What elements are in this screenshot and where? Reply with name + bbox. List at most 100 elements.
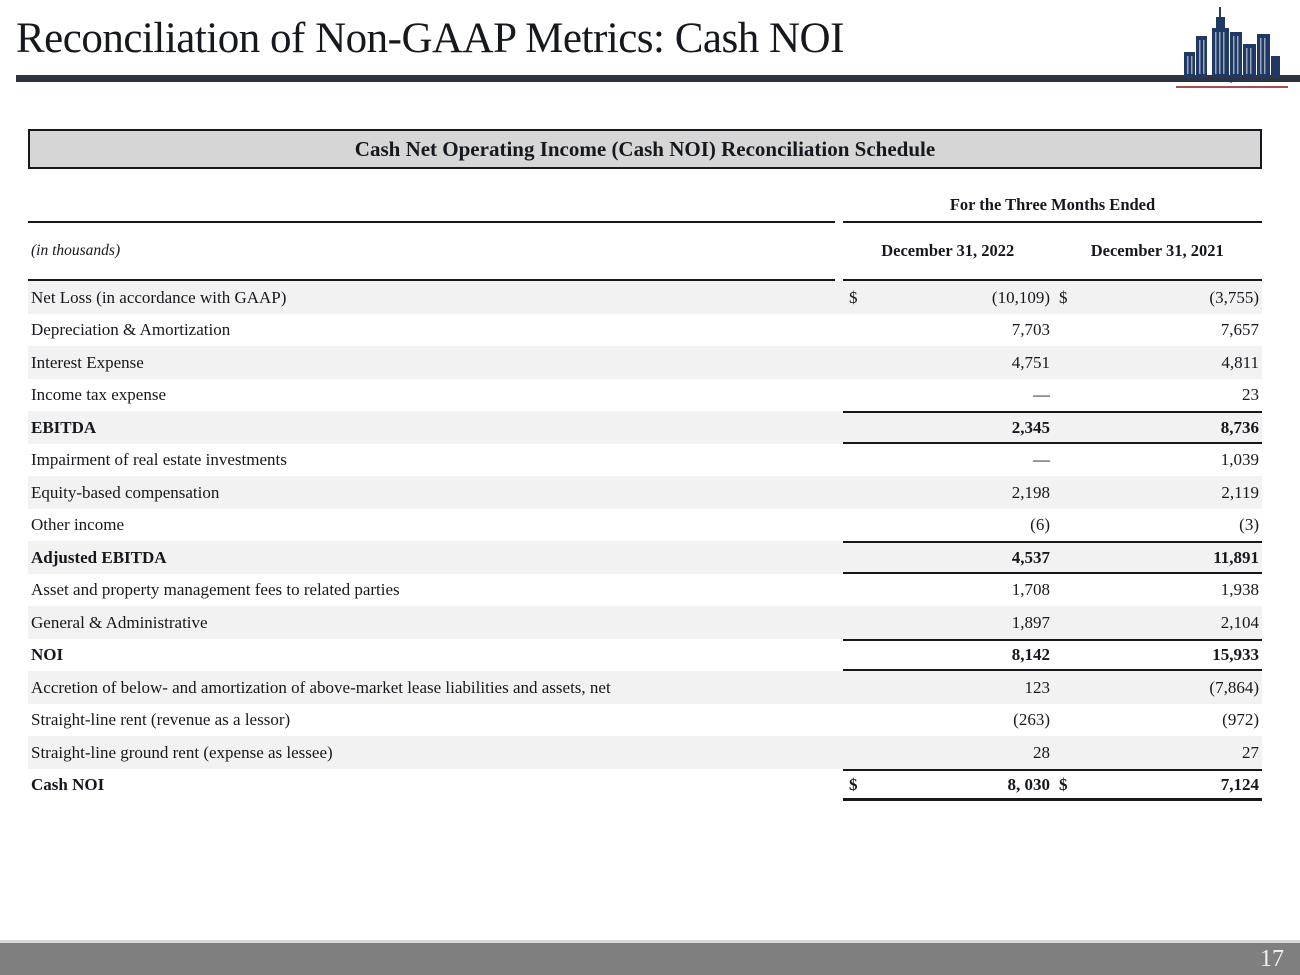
table-row: Adjusted EBITDA 4,537 11,891 — [28, 541, 1262, 574]
value-cell-2021: (7,864) — [1053, 671, 1262, 704]
value-2022: 1,708 — [1011, 580, 1050, 600]
value-cell-2022: 4,751 — [843, 346, 1053, 379]
value-2021: 1,039 — [1220, 450, 1259, 470]
value-cell-2021: $ 7,124 — [1053, 771, 1262, 799]
value-cell-2021: 2,119 — [1053, 476, 1262, 509]
value-cell-2021: 7,657 — [1053, 314, 1262, 347]
schedule-title-banner: Cash Net Operating Income (Cash NOI) Rec… — [28, 129, 1262, 170]
column-header-2022: December 31, 2022 — [881, 241, 1015, 261]
period-header-row: For the Three Months Ended — [28, 193, 1262, 224]
row-values: $ 8, 030 $ 7,124 — [843, 768, 1262, 802]
value-2022: 4,751 — [1011, 352, 1050, 372]
value-cell-2022: 8,142 — [843, 641, 1053, 670]
value-cell-2022: 1,708 — [843, 574, 1053, 607]
value-2022: 4,537 — [1011, 547, 1050, 567]
row-label: NOI — [31, 645, 64, 665]
value-2021: 27 — [1242, 742, 1259, 762]
row-values: 28 27 — [843, 736, 1262, 769]
value-cell-2021: 1,039 — [1053, 444, 1262, 477]
page-number: 17 — [1260, 945, 1284, 972]
table-row: NOI 8,142 15,933 — [28, 638, 1262, 672]
value-cell-2022: (6) — [843, 509, 1053, 542]
value-2022: 2,198 — [1011, 482, 1050, 502]
value-cell-2022: 2,198 — [843, 476, 1053, 509]
value-2021: 4,811 — [1221, 352, 1259, 372]
value-cell-2022: $ 8, 030 — [843, 771, 1053, 799]
value-cell-2022: (263) — [843, 704, 1053, 737]
value-2022: — — [1033, 450, 1050, 470]
table-row: Asset and property management fees to re… — [28, 574, 1262, 607]
column-header-2021: December 31, 2021 — [1090, 241, 1224, 261]
value-cell-2021: 23 — [1053, 379, 1262, 412]
table-row: Equity-based compensation 2,198 2,119 — [28, 476, 1262, 509]
value-cell-2021: (972) — [1053, 704, 1262, 737]
value-2021: 2,104 — [1220, 612, 1259, 632]
row-label: Equity-based compensation — [31, 482, 220, 502]
row-values: 1,708 1,938 — [843, 574, 1262, 607]
value-cell-2022: 1,897 — [843, 606, 1053, 639]
value-2022: 28 — [1033, 742, 1050, 762]
value-2022: (10,109) — [991, 287, 1050, 307]
value-2022: (6) — [1030, 515, 1050, 535]
dollar-sign: $ — [1059, 774, 1068, 794]
row-label: General & Administrative — [31, 612, 208, 632]
table-row: Interest Expense 4,751 4,811 — [28, 346, 1262, 379]
row-label: Straight-line ground rent (expense as le… — [31, 742, 333, 762]
row-label: Cash NOI — [31, 775, 105, 795]
table-row: Straight-line rent (revenue as a lessor)… — [28, 704, 1262, 737]
units-note: (in thousands) — [28, 223, 835, 282]
value-2021: (3,755) — [1209, 287, 1259, 307]
table-row: Accretion of below- and amortization of … — [28, 671, 1262, 704]
table-row: Net Loss (in accordance with GAAP) $ (10… — [28, 281, 1262, 314]
row-label: Depreciation & Amortization — [31, 320, 231, 340]
slide-header: Reconciliation of Non-GAAP Metrics: Cash… — [0, 0, 1300, 88]
value-cell-2021: 27 — [1053, 736, 1262, 769]
schedule-title: Cash Net Operating Income (Cash NOI) Rec… — [354, 136, 936, 161]
row-label: Other income — [31, 515, 124, 535]
row-values: $ (10,109) $ (3,755) — [843, 281, 1262, 314]
date-columns: December 31, 2022 December 31, 2021 — [843, 223, 1262, 282]
row-values: — 1,039 — [843, 444, 1262, 477]
value-cell-2022: 7,703 — [843, 314, 1053, 347]
value-2021: 8,736 — [1220, 417, 1259, 437]
row-label: Accretion of below- and amortization of … — [31, 677, 611, 697]
row-values: 2,345 8,736 — [843, 411, 1262, 444]
value-cell-2021: (3) — [1053, 509, 1262, 542]
table-body: Net Loss (in accordance with GAAP) $ (10… — [28, 281, 1262, 802]
row-label: Impairment of real estate investments — [31, 450, 287, 470]
dollar-sign: $ — [849, 287, 858, 307]
value-2021: (7,864) — [1209, 677, 1259, 697]
value-2021: 7,124 — [1220, 774, 1259, 794]
table-row: Cash NOI $ 8, 030 $ 7,124 — [28, 768, 1262, 802]
value-cell-2022: 28 — [843, 736, 1053, 769]
row-values: (6) (3) — [843, 509, 1262, 542]
row-values: 2,198 2,119 — [843, 476, 1262, 509]
row-label: Interest Expense — [31, 352, 144, 372]
row-values: 4,537 11,891 — [843, 541, 1262, 574]
value-cell-2022: — — [843, 379, 1053, 412]
table-row: EBITDA 2,345 8,736 — [28, 411, 1262, 444]
value-2021: 15,933 — [1212, 645, 1259, 665]
value-2021: 7,657 — [1220, 320, 1259, 340]
row-values: — 23 — [843, 379, 1262, 412]
value-cell-2021: 2,104 — [1053, 606, 1262, 639]
value-2022: 123 — [1024, 677, 1051, 697]
skyline-icon — [1184, 7, 1280, 78]
value-2021: (972) — [1222, 710, 1259, 730]
row-label: Adjusted EBITDA — [31, 547, 167, 567]
table-row: General & Administrative 1,897 2,104 — [28, 606, 1262, 639]
table-row: Depreciation & Amortization 7,703 7,657 — [28, 314, 1262, 347]
value-cell-2021: 15,933 — [1053, 641, 1262, 670]
column-header-row: (in thousands) December 31, 2022 Decembe… — [28, 223, 1262, 282]
company-logo: American Strategic Investment Co. — [1176, 4, 1288, 88]
row-values: 123 (7,864) — [843, 671, 1262, 704]
dollar-sign: $ — [849, 774, 858, 794]
value-cell-2021: 11,891 — [1053, 543, 1262, 572]
row-values: 7,703 7,657 — [843, 314, 1262, 347]
value-2022: 8,142 — [1011, 645, 1050, 665]
row-label: EBITDA — [31, 417, 97, 437]
value-2022: — — [1033, 385, 1050, 405]
label-column-rule — [28, 193, 835, 224]
value-cell-2022: 2,345 — [843, 413, 1053, 442]
value-2022: 7,703 — [1011, 320, 1050, 340]
